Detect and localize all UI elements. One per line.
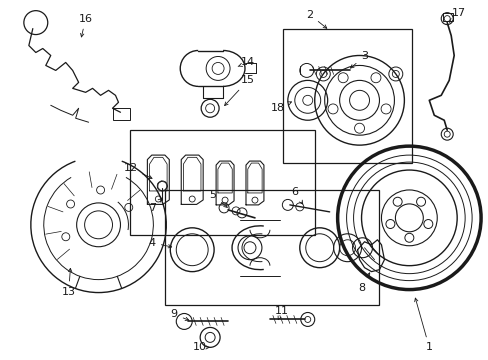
Text: 2: 2 [305,10,326,28]
Bar [112,108,130,120]
Text: 13: 13 [61,268,76,297]
Bar [130,130,314,235]
Text: 4: 4 [148,238,171,248]
Text: 6: 6 [291,187,302,204]
Bar [165,190,379,305]
Text: 3: 3 [350,51,367,68]
Text: 12: 12 [123,163,152,179]
Text: 9: 9 [170,310,188,320]
Text: 7: 7 [148,199,162,213]
Text: 16: 16 [79,14,92,37]
Text: 1: 1 [414,298,432,352]
Bar [282,28,411,163]
Bar [442,13,452,21]
Text: 17: 17 [448,8,465,22]
Text: 8: 8 [357,273,369,293]
Text: 10: 10 [193,342,209,352]
Text: 15: 15 [224,75,254,105]
Text: 11: 11 [274,306,288,320]
Text: 5: 5 [209,190,227,207]
Text: 18: 18 [270,102,291,113]
Text: 14: 14 [238,58,255,67]
